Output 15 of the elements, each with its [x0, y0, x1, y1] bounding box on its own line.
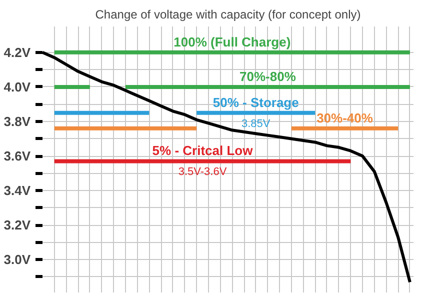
y-tick-label: 3.2V: [4, 218, 31, 233]
y-tick-label: 3.8V: [4, 114, 31, 129]
y-tick-label: 4.2V: [4, 44, 31, 60]
annotation: 3.85V: [241, 118, 271, 130]
y-tick-label: 4.0V: [4, 79, 31, 94]
series-label: 70%-80%: [240, 68, 296, 84]
series-label: 100% (Full Charge): [174, 34, 291, 50]
y-tick-label: 3.6V: [4, 148, 31, 164]
y-tick-label: 3.0V: [4, 252, 31, 268]
series-label: 30%-40%: [316, 110, 374, 126]
chart-title: Change of voltage with capacity (for concept only): [95, 8, 361, 22]
y-tick-label: 3.4V: [4, 183, 31, 198]
annotation: 3.5V-3.6V: [178, 166, 228, 178]
series-label: 5% - Critcal Low: [152, 143, 254, 158]
series-label: 50% - Storage: [212, 94, 299, 110]
